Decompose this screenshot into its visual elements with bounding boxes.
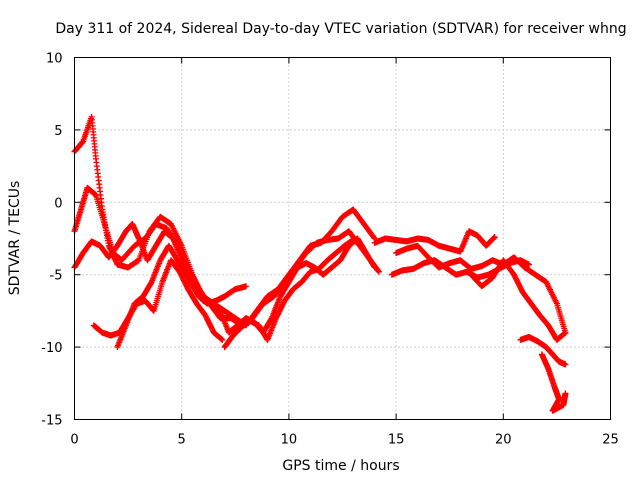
plot-frame	[74, 57, 611, 420]
y-axis-label: SDTVAR / TECUs	[7, 181, 23, 296]
data-point	[491, 234, 498, 241]
y-tick-label: -15	[41, 414, 62, 429]
data-point	[562, 390, 569, 397]
grid-lines	[74, 57, 611, 420]
series-sat-g	[371, 228, 498, 255]
data-point	[375, 268, 382, 275]
x-tick-label: 5	[178, 433, 186, 448]
y-tick-label: 0	[54, 196, 62, 211]
series-sat-f	[221, 236, 365, 351]
data-point	[219, 336, 226, 343]
data-point	[358, 242, 365, 249]
x-tick-label: 25	[602, 433, 619, 448]
series-sat-k	[517, 333, 569, 368]
x-tick-label: 0	[70, 433, 78, 448]
y-tick-label: -10	[41, 341, 62, 356]
x-axis-label: GPS time / hours	[282, 458, 399, 474]
series-sat-j	[468, 257, 569, 343]
data-point	[526, 261, 533, 268]
x-tick-label: 10	[281, 433, 298, 448]
y-tick-label: 5	[54, 124, 62, 139]
data-point	[370, 234, 377, 241]
y-tick-label: 10	[46, 52, 63, 67]
y-tick-label: -5	[50, 269, 63, 284]
x-tick-label: 20	[495, 433, 512, 448]
axis-ticks: 0 5 10 15 20 25 10 5 0 -5 -10 -15	[41, 52, 619, 448]
x-tick-label: 15	[388, 433, 405, 448]
data-point	[371, 264, 378, 271]
data-point	[243, 283, 250, 290]
series-sat-l	[538, 351, 569, 414]
data-point	[562, 361, 569, 368]
data-point	[562, 329, 569, 336]
series-sat-e	[114, 235, 378, 351]
data-points	[71, 113, 569, 414]
chart-title: Day 311 of 2024, Sidereal Day-to-day VTE…	[55, 21, 626, 37]
